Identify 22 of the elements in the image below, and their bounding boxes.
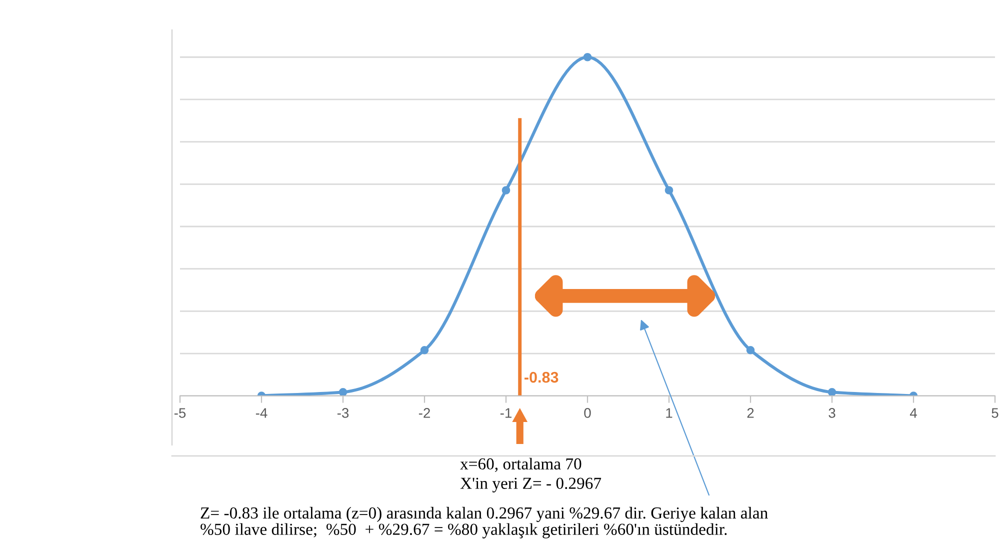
x-tick-label: 2: [747, 408, 754, 418]
text: Z= -0.83 ile ortalama (z=0) arasında kalan 0.2967 yani %29.67 dir. Geriye kalan alan %50 ilave dilirse; %50 + %29.67 = %80 yaklaşık getirileri %60'ın üstündedir.: [200, 506, 768, 538]
x-tick-label: 3: [828, 408, 836, 418]
x-tick-label: 0: [584, 408, 591, 418]
point: [583, 52, 592, 62]
x-tick-label: -4: [256, 408, 268, 418]
point: [664, 186, 674, 194]
x-tick-label: 4: [910, 408, 917, 418]
text: X'in yeri Z= - 0.2967: [460, 478, 602, 492]
x-tick-label: 1: [666, 408, 672, 418]
x-tick-label: -1: [500, 408, 512, 418]
x-tick-label: 5: [992, 408, 998, 418]
point: [338, 388, 348, 396]
point: [420, 346, 429, 354]
ref-line-label: -0.83: [524, 372, 558, 383]
point: [828, 388, 836, 396]
x-tick-label: -5: [174, 408, 186, 418]
point: [502, 186, 510, 194]
x-tick-label: -3: [337, 408, 349, 418]
point: [746, 346, 755, 354]
text: x=60, ortalama 70: [460, 458, 582, 472]
x-tick-label: -2: [418, 408, 430, 418]
